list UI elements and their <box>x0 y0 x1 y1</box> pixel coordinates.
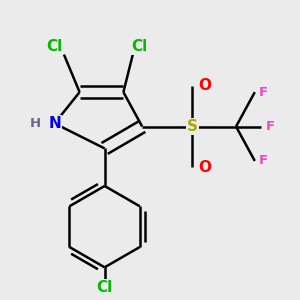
Text: S: S <box>187 119 198 134</box>
Text: O: O <box>198 78 211 93</box>
Text: H: H <box>29 117 40 130</box>
Text: F: F <box>259 154 268 167</box>
Text: Cl: Cl <box>46 39 63 54</box>
Text: N: N <box>48 116 61 131</box>
Text: F: F <box>266 120 275 133</box>
Text: F: F <box>259 85 268 99</box>
Text: O: O <box>198 160 211 175</box>
Text: Cl: Cl <box>131 39 147 54</box>
Text: Cl: Cl <box>97 280 113 295</box>
